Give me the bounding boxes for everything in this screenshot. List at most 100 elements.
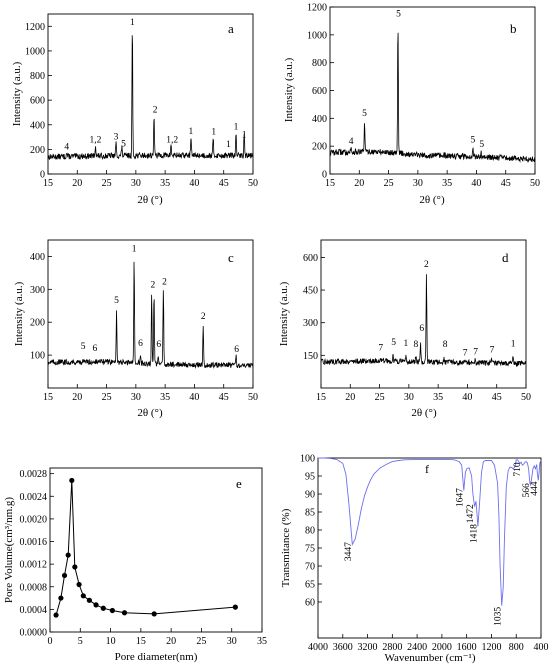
- y-tick-label: 150: [303, 351, 318, 362]
- x-tick-label: 25: [196, 636, 206, 647]
- x-axis-label: 2θ (°): [411, 407, 437, 419]
- peak-label: 1: [189, 127, 194, 137]
- x-tick-label: 400: [534, 642, 549, 653]
- y-tick-label: 0: [322, 170, 327, 181]
- peak-label: 5: [81, 342, 86, 352]
- y-tick-label: 0.0024: [20, 492, 48, 503]
- x-axis-label: 2θ (°): [137, 407, 163, 419]
- y-tick-label: 0.0008: [20, 582, 48, 593]
- x-ticks: 4000 3600 3200 2800 2400 2000 1600 1200 800 400: [308, 634, 549, 653]
- peak-label: 5: [391, 338, 396, 348]
- peak-label: 2: [153, 105, 158, 115]
- plot-frame: [49, 467, 263, 633]
- y-tick-label: 200: [30, 145, 45, 156]
- panel-c: c Intensity (a.u.) 2θ (°) 15 20 25 30 35 40 45…: [13, 239, 258, 419]
- y-tick-label: 85: [305, 508, 315, 519]
- y-tick-label: 1200: [25, 22, 45, 33]
- xrd-trace: [47, 35, 254, 161]
- x-tick-label: 0: [48, 636, 53, 647]
- x-tick-label: 50: [521, 392, 531, 403]
- x-tick-label: 35: [442, 178, 452, 189]
- y-axis-label: Transmitance (%): [280, 508, 292, 587]
- y-tick-label: 1000: [25, 46, 45, 57]
- panel-b: b Intensity (a.u.) 2θ (°) 15 20 25 30 35 40 45…: [283, 3, 540, 207]
- y-tick-label: 200: [30, 318, 45, 329]
- panel-f: f Transmitance (%) Wavenumber (cm⁻¹) 400…: [280, 454, 549, 665]
- y-tick-label: 65: [305, 580, 315, 591]
- data-point: [53, 612, 59, 618]
- panel-label: e: [236, 476, 242, 491]
- x-ticks: 15 20 25 30 35 40 45 50: [43, 170, 258, 189]
- peak-label: 3: [114, 133, 119, 143]
- peak-label: 2: [201, 312, 206, 322]
- x-tick-label: 50: [248, 178, 258, 189]
- y-tick-label: 300: [30, 285, 45, 296]
- peak-label: 6: [156, 340, 161, 350]
- x-ticks: 15 20 25 30 35 40 45 50: [316, 384, 531, 403]
- y-tick-label: 0.0016: [20, 537, 48, 548]
- peak-label: 5: [396, 10, 401, 20]
- peak-label: 1,2: [90, 136, 102, 146]
- x-tick-label: 1200: [481, 642, 501, 653]
- x-tick-label: 25: [384, 178, 394, 189]
- peak-label: 4: [64, 142, 69, 152]
- y-tick-label: 0.0020: [20, 514, 48, 525]
- x-tick-label: 45: [219, 178, 229, 189]
- data-point: [109, 607, 115, 614]
- x-tick-label: 40: [189, 392, 199, 403]
- x-tick-label: 40: [462, 392, 472, 403]
- y-tick-label: 0.0028: [20, 469, 48, 480]
- xrd-trace: [47, 261, 254, 369]
- y-tick-label: 75: [305, 544, 315, 555]
- x-tick-label: 3600: [333, 642, 353, 653]
- y-axis-label: Intensity (a.u.): [283, 57, 295, 122]
- x-tick-label: 20: [166, 636, 176, 647]
- data-point: [76, 581, 82, 588]
- y-tick-label: 200: [312, 142, 327, 153]
- x-tick-label: 30: [404, 392, 414, 403]
- y-ticks: 0 200 400 600 800 1000 1200: [25, 22, 52, 181]
- y-tick-label: 1200: [307, 3, 327, 14]
- peak-label: 5: [114, 296, 119, 306]
- data-point: [232, 604, 238, 610]
- x-tick-label: 35: [160, 392, 170, 403]
- y-tick-label: 450: [303, 286, 318, 297]
- panel-label: c: [228, 250, 234, 265]
- y-tick-label: 400: [30, 120, 45, 131]
- peak-label: 7: [490, 346, 495, 356]
- x-tick-label: 10: [106, 636, 116, 647]
- data-point: [100, 605, 106, 611]
- y-tick-label: 600: [30, 96, 45, 107]
- x-tick-label: 2400: [407, 642, 427, 653]
- plot-frame: [47, 13, 254, 175]
- peak-label: 6: [234, 345, 239, 355]
- y-axis-label: Pore Volume(cm³/nm.g): [3, 497, 15, 603]
- panel-label: d: [502, 250, 509, 265]
- xrd-trace: [320, 274, 527, 368]
- data-point: [80, 593, 86, 599]
- peak-label: 8: [414, 340, 419, 350]
- band-label: 710: [513, 462, 523, 477]
- y-tick-label: 0: [40, 170, 45, 181]
- peak-label: 7: [473, 347, 478, 357]
- band-label: 566: [522, 483, 532, 498]
- y-ticks: 60 65 70 75 80 85 90 95 100: [300, 454, 322, 609]
- data-point: [93, 602, 99, 608]
- panel-label: a: [228, 21, 234, 36]
- x-tick-label: 45: [219, 392, 229, 403]
- peak-label: 5: [479, 140, 484, 150]
- band-label: 1418: [470, 524, 480, 543]
- band-label: 444: [530, 481, 540, 496]
- x-tick-label: 20: [72, 178, 82, 189]
- y-tick-label: 800: [30, 71, 45, 82]
- y-axis-label: Intensity (a.u.): [13, 281, 25, 346]
- y-tick-label: 300: [303, 318, 318, 329]
- x-tick-label: 50: [248, 392, 258, 403]
- y-tick-label: 60: [305, 598, 315, 609]
- data-point: [65, 552, 71, 558]
- data-point: [86, 597, 92, 603]
- peak-label: 4: [349, 137, 354, 147]
